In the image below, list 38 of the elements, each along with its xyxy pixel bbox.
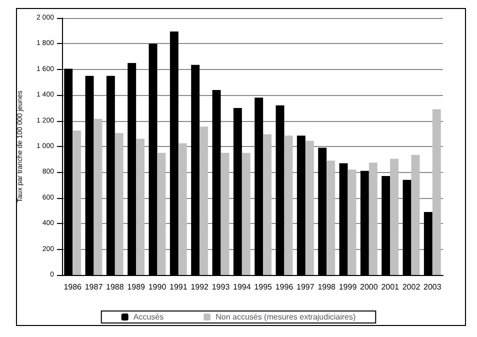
x-tick-label: 2000 [360, 282, 378, 292]
legend-label: Non accusés (mesures extrajudiciaires) [216, 312, 356, 322]
bar [242, 152, 250, 275]
x-tick-label: 1986 [64, 282, 82, 292]
bar [114, 133, 124, 275]
x-tick-label: 2003 [424, 282, 442, 292]
bar [157, 152, 166, 275]
bar [136, 138, 145, 275]
bar [432, 109, 441, 275]
bar [305, 140, 314, 275]
bar [220, 152, 230, 275]
x-tick-label: 1999 [338, 282, 358, 292]
x-tick-label: 1997 [296, 282, 315, 292]
bar [326, 160, 336, 275]
bar [94, 118, 102, 275]
x-tick-label: 1990 [148, 282, 167, 292]
x-tick-label: 2002 [402, 282, 421, 292]
bar [284, 136, 293, 275]
x-tick-label: 1989 [127, 282, 146, 292]
legend-label: Accusés [133, 312, 164, 322]
bar [411, 154, 420, 275]
x-tick-label: 1994 [233, 282, 252, 292]
x-tick-label: 1988 [106, 282, 124, 292]
x-tick-label: 1996 [275, 282, 294, 292]
bar [178, 143, 187, 275]
bar [348, 170, 356, 275]
bar [368, 162, 378, 275]
bar [263, 134, 272, 275]
x-tick-label: 1993 [212, 282, 230, 292]
x-tick-label: 1991 [170, 282, 188, 292]
bar [72, 130, 82, 275]
x-tick-label: 1987 [84, 282, 104, 292]
x-tick-label: 1992 [190, 282, 210, 292]
x-tick-label: 2001 [381, 282, 400, 292]
x-tick-label: 1998 [318, 282, 336, 292]
bar [390, 158, 399, 275]
x-tick-label: 1995 [254, 282, 273, 292]
bar [200, 126, 208, 275]
